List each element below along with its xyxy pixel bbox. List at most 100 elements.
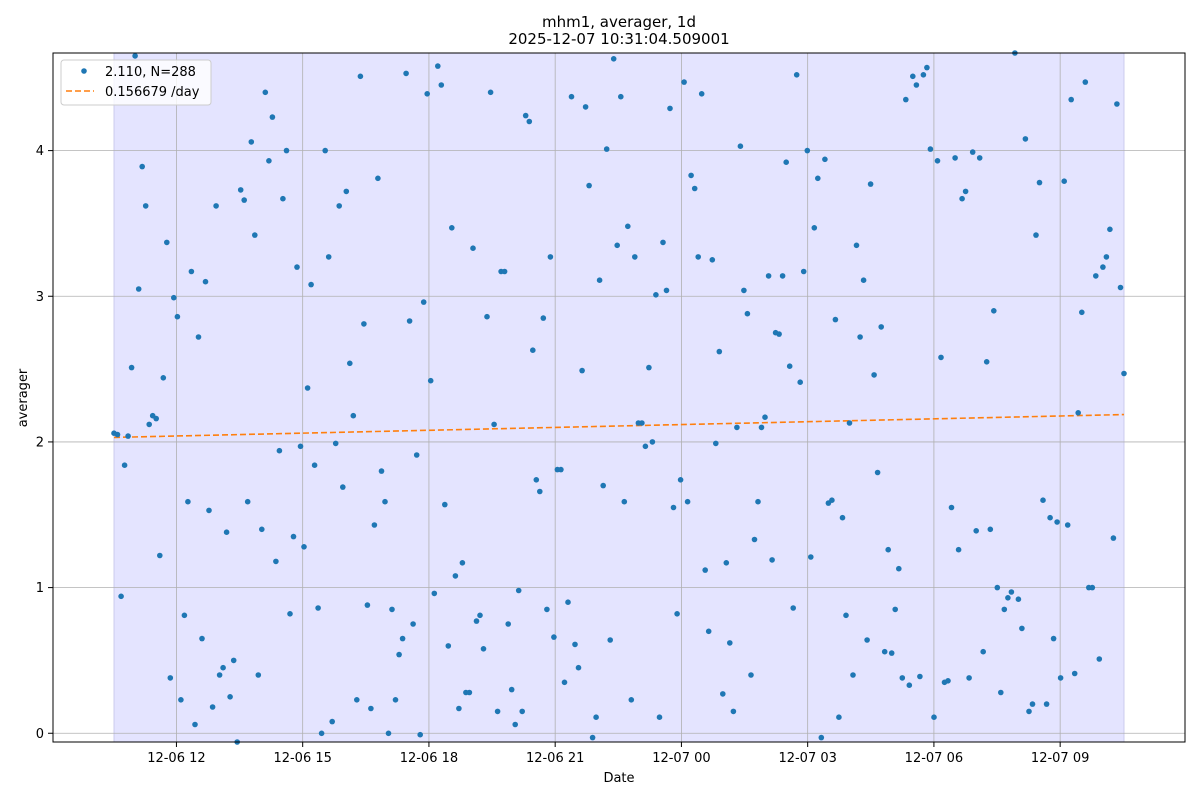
- data-point: [332, 440, 339, 447]
- data-point: [815, 175, 821, 182]
- data-point: [730, 708, 737, 715]
- data-point: [991, 308, 997, 314]
- data-point: [720, 691, 726, 697]
- data-point: [568, 93, 575, 100]
- data-point: [572, 641, 578, 648]
- data-point: [836, 714, 842, 720]
- data-point: [195, 334, 202, 340]
- data-point: [547, 254, 554, 260]
- data-point: [424, 91, 431, 97]
- data-point: [241, 197, 247, 203]
- data-point: [618, 93, 624, 100]
- data-point: [371, 522, 378, 528]
- data-point: [438, 82, 445, 88]
- data-point: [533, 477, 540, 483]
- data-point: [727, 640, 733, 646]
- data-point: [480, 646, 487, 652]
- data-point: [646, 364, 652, 371]
- x-tick-label: 12-07 09: [1031, 751, 1089, 766]
- data-point: [603, 146, 610, 152]
- data-point: [1093, 273, 1099, 279]
- data-point: [322, 147, 329, 154]
- data-point: [343, 188, 350, 195]
- shaded-region: [113, 52, 1125, 743]
- data-point: [1036, 179, 1043, 186]
- data-point: [199, 635, 205, 642]
- data-point: [185, 498, 191, 505]
- data-point: [410, 621, 416, 627]
- data-point: [1029, 701, 1036, 707]
- data-point: [1071, 670, 1078, 677]
- data-point: [382, 498, 388, 505]
- data-point: [751, 536, 758, 543]
- data-point: [734, 424, 740, 431]
- data-point: [769, 557, 775, 563]
- data-point: [470, 245, 476, 251]
- data-point: [656, 714, 663, 720]
- data-point: [1043, 701, 1050, 707]
- data-point: [427, 377, 434, 384]
- data-point: [1061, 178, 1067, 184]
- data-point: [980, 648, 986, 655]
- data-point: [230, 657, 237, 664]
- data-point: [1047, 514, 1053, 521]
- data-point: [167, 675, 174, 681]
- data-point: [955, 546, 962, 553]
- x-tick-label: 12-07 00: [652, 751, 710, 766]
- legend-label-trend: 0.156679 /day: [105, 85, 200, 100]
- data-point: [737, 143, 744, 149]
- data-point: [660, 239, 666, 246]
- data-point: [899, 675, 906, 681]
- data-point: [994, 584, 1001, 591]
- data-point: [178, 697, 184, 703]
- data-point: [969, 149, 976, 155]
- data-point: [220, 664, 226, 671]
- data-point: [776, 331, 782, 337]
- data-point: [596, 277, 603, 284]
- data-point: [540, 315, 547, 321]
- data-point: [1079, 309, 1085, 316]
- data-point: [494, 708, 501, 715]
- data-point: [888, 650, 895, 656]
- data-point: [139, 163, 145, 170]
- data-point: [431, 590, 438, 597]
- data-point: [758, 424, 765, 431]
- data-point: [881, 648, 888, 655]
- data-point: [164, 239, 170, 246]
- data-point: [765, 273, 772, 279]
- data-point: [1015, 596, 1022, 602]
- data-point: [628, 697, 635, 703]
- data-point: [1068, 96, 1074, 103]
- data-point: [804, 147, 811, 154]
- data-point: [252, 232, 258, 238]
- data-point: [906, 682, 913, 688]
- data-point: [487, 89, 494, 96]
- data-point: [308, 281, 314, 288]
- data-point: [793, 72, 800, 78]
- data-point: [146, 421, 152, 428]
- data-point: [811, 225, 818, 231]
- data-point: [336, 203, 343, 209]
- data-point: [853, 242, 860, 249]
- data-point: [396, 651, 402, 658]
- data-point: [561, 679, 568, 686]
- data-point: [311, 462, 318, 469]
- data-point: [607, 637, 613, 643]
- x-axis-label: Date: [603, 771, 634, 786]
- data-point: [920, 72, 927, 78]
- data-point: [1057, 675, 1064, 681]
- data-point: [135, 286, 142, 292]
- data-point: [290, 533, 297, 540]
- data-point: [987, 526, 994, 533]
- data-point: [903, 96, 909, 103]
- data-point: [786, 363, 793, 370]
- data-point: [1117, 284, 1124, 291]
- data-point: [255, 672, 262, 678]
- data-point: [800, 268, 807, 275]
- data-point: [1001, 606, 1008, 613]
- data-point: [586, 182, 592, 189]
- data-point: [829, 497, 835, 504]
- data-point: [790, 605, 796, 611]
- shaded-region-layer: [113, 52, 1125, 743]
